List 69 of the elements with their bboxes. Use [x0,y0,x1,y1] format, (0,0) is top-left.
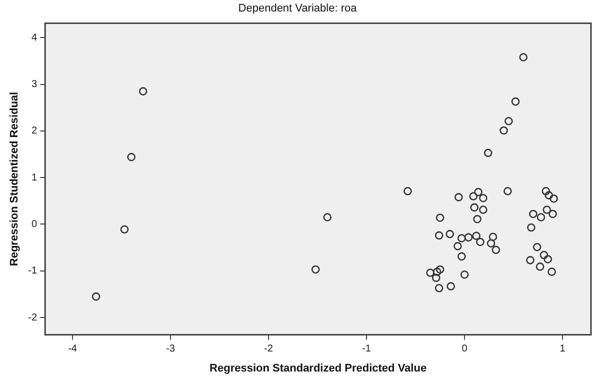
point [457,234,466,242]
point [550,194,558,203]
point [476,238,484,246]
x-axis-title: Regression Standardized Predicted Value [210,362,427,374]
point [519,53,528,62]
point [479,206,488,214]
point [460,270,469,279]
point [432,274,440,282]
y-tick-label: 1 [32,172,38,184]
point [548,210,557,218]
point [536,262,544,271]
point [92,292,100,301]
point [446,230,454,238]
point [474,188,482,196]
point [511,97,520,106]
x-tick-label: 1 [560,344,566,355]
y-tick-label: 2 [32,126,38,137]
point [323,213,332,222]
point [436,214,444,222]
y-tick-label: 3 [32,79,38,90]
x-tick-label: -3 [166,344,176,355]
point [457,252,466,261]
point [500,126,508,135]
x-tick-label: 0 [462,344,468,355]
point [434,231,444,240]
point [469,192,478,200]
point [464,233,473,242]
point [536,213,546,222]
point [542,186,550,196]
point [479,194,488,202]
point [138,87,148,96]
point [504,117,513,126]
point [486,239,496,248]
point [532,242,542,252]
point [434,284,444,292]
point [446,282,455,290]
y-tick-label: 0 [32,218,38,230]
y-tick-label: -1 [28,266,38,277]
point [404,186,412,196]
point [311,265,320,274]
point [540,250,548,260]
point [472,232,480,240]
y-axis-title: Regression Studentized Residual [8,92,21,266]
point [527,223,536,232]
point [548,268,556,276]
point [120,225,129,234]
point [492,246,500,254]
point [504,186,512,196]
point [436,265,444,274]
point [454,242,462,250]
point [454,193,463,202]
x-tick-label: -4 [68,344,78,355]
point [544,255,552,264]
point [542,206,552,214]
point [473,214,482,224]
point [544,191,554,200]
point [529,210,538,218]
y-tick-label: -2 [28,312,38,324]
point [484,148,492,158]
x-tick-label: -1 [362,344,372,355]
point [426,268,434,277]
chart-title: Dependent Variable: roa [238,2,358,15]
x-tick-label: -2 [264,344,274,355]
point [470,203,479,212]
point [526,256,534,264]
y-tick-label: 4 [32,32,38,44]
point [127,152,136,162]
point [488,232,498,241]
point [432,268,442,276]
